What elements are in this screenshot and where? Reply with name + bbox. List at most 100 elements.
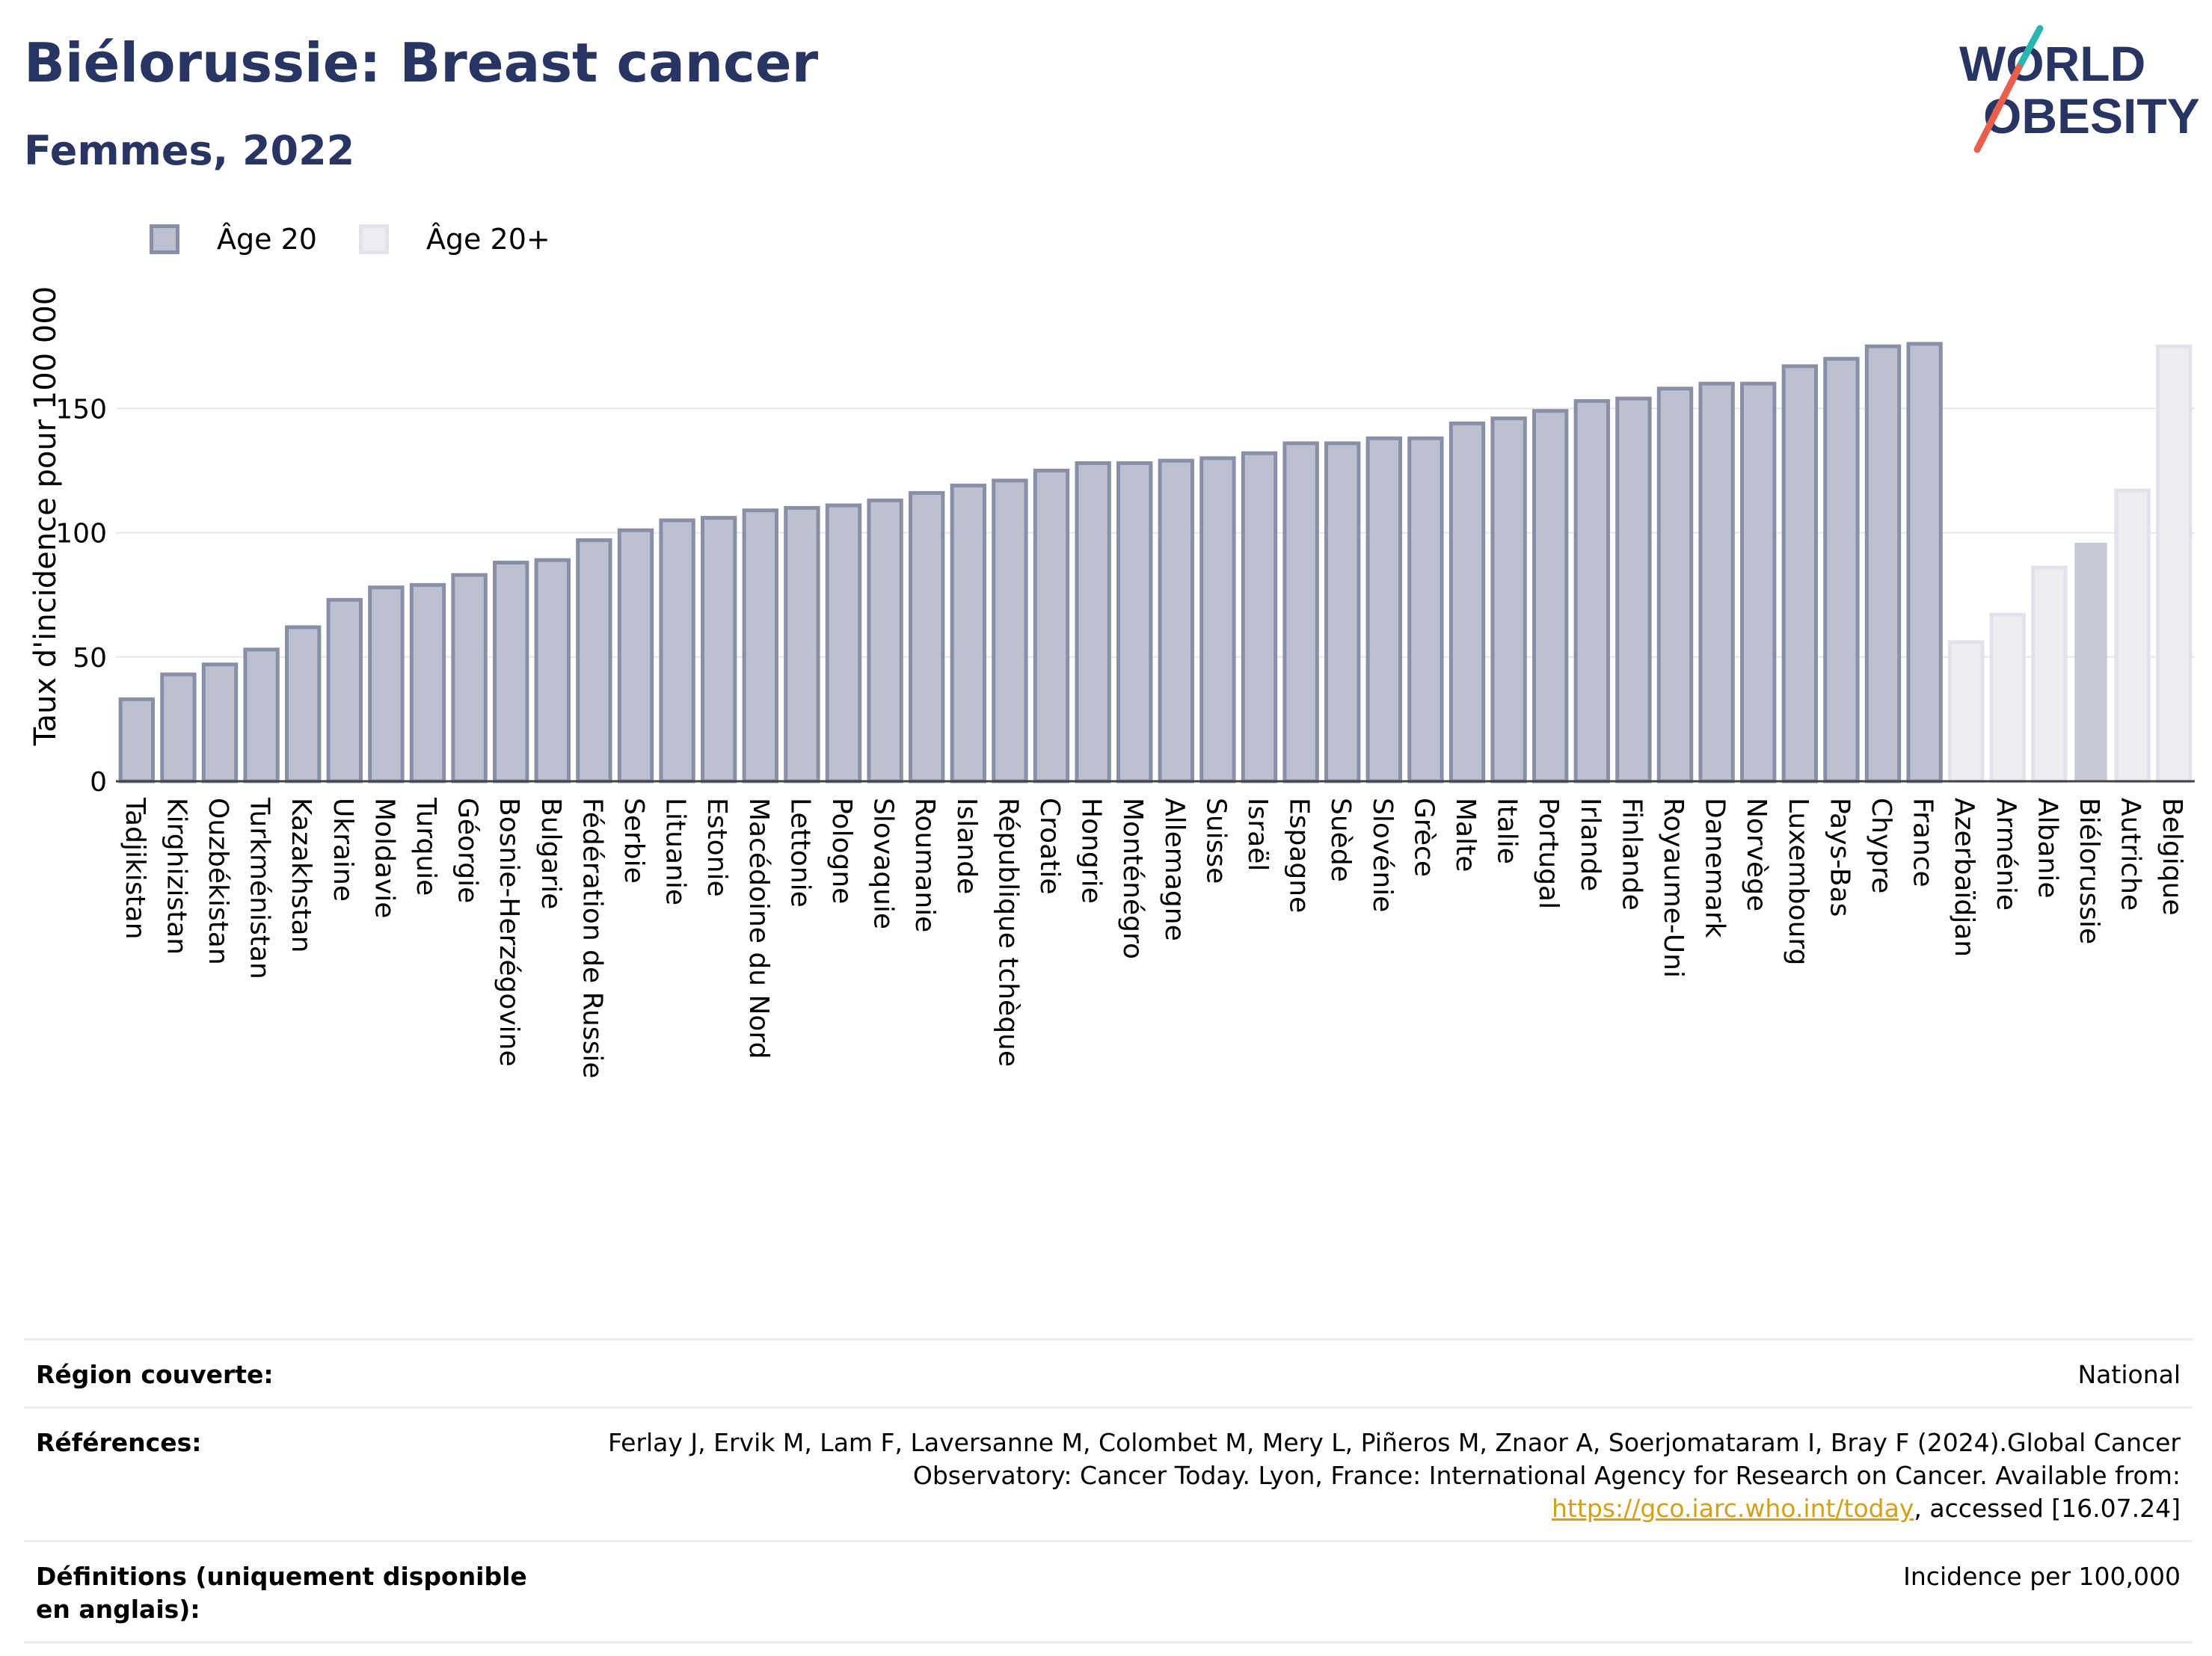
bar-luxembourg: [1781, 364, 1818, 784]
bar-estonie: [701, 516, 737, 784]
bar-suisse: [1199, 456, 1236, 784]
x-tick-label: Lettonie: [784, 798, 815, 908]
x-tick-label: Suisse: [1200, 798, 1231, 884]
axes: 0 50 100 150 Tadjikistan Kirghizistan Ouzbékis…: [55, 394, 2195, 1078]
bar-belgique: [2156, 344, 2193, 784]
bar-arm-nie: [1989, 612, 2026, 784]
footer-row-definitions: Définitions (uniquement disponible en an…: [24, 1540, 2193, 1643]
x-tick-label: Fédération de Russie: [577, 798, 607, 1078]
bar-ukraine: [326, 597, 363, 784]
bar-tadjikistan: [118, 697, 155, 784]
bar-france: [1906, 342, 1943, 784]
bar-moldavie: [368, 585, 405, 784]
x-tick-label: Hongrie: [1076, 798, 1107, 904]
y-tick-label: 150: [55, 394, 107, 425]
bar-su-de: [1324, 441, 1361, 784]
bars: [118, 342, 2193, 784]
x-tick-label: Grèce: [1408, 798, 1439, 877]
x-tick-label: Kirghizistan: [161, 798, 191, 955]
y-tick-label: 50: [73, 643, 107, 674]
bar-malte: [1448, 421, 1486, 784]
footer-row-references: Références: Ferlay J, Ervik M, Lam F, La…: [24, 1406, 2193, 1540]
footer-table: Région couverte: National Références: Fe…: [24, 1338, 2193, 1643]
chart-title: Biélorussie: Breast cancer: [24, 31, 819, 94]
bar-autriche: [2114, 488, 2151, 784]
legend-swatch-age20plus: [358, 224, 389, 254]
bar-portugal: [1532, 409, 1569, 784]
x-tick-label: Danemark: [1700, 798, 1730, 938]
bar-bosnie-herz-govine: [493, 560, 529, 784]
y-axis-label: Taux d'incidence pour 100 000: [28, 286, 63, 746]
x-tick-label: Estonie: [701, 798, 732, 897]
bar-lituanie: [659, 518, 695, 784]
bar-espagne: [1282, 441, 1319, 784]
x-tick-label: Serbie: [618, 798, 649, 884]
bar-hongrie: [1075, 461, 1111, 784]
x-tick-label: Autriche: [2116, 798, 2146, 911]
bar-azerba-djan: [1948, 640, 1985, 784]
region-value: National: [2077, 1360, 2181, 1389]
bar-ouzb-kistan: [201, 662, 239, 784]
legend-label-age20plus: Âge 20+: [425, 223, 550, 256]
x-tick-label: Croatie: [1034, 798, 1065, 895]
x-tick-label: Royaume-Uni: [1658, 798, 1689, 978]
bar-bulgarie: [534, 558, 571, 784]
x-tick-label: Turkménistan: [245, 797, 275, 979]
bar-slovaquie: [867, 498, 903, 784]
bar-roumanie: [909, 490, 945, 784]
references-label: Références:: [36, 1428, 202, 1457]
x-tick-label: Macédoine du Nord: [743, 798, 774, 1059]
x-tick-label: Albanie: [2032, 798, 2062, 899]
logo-line2: OBESITY: [1983, 88, 2199, 144]
bar-italie: [1490, 416, 1527, 784]
x-tick-label: Bosnie-Herzégovine: [494, 798, 524, 1067]
references-value: Ferlay J, Ervik M, Lam F, Laversanne M, …: [573, 1426, 2181, 1525]
x-tick-label: Espagne: [1284, 798, 1315, 913]
x-tick-label: Allemagne: [1159, 798, 1190, 941]
bar-lettonie: [784, 505, 820, 784]
bar-serbie: [617, 528, 654, 784]
bar-kirghizistan: [160, 672, 197, 784]
bar-f-d-ration-de-russie: [576, 538, 612, 784]
bar-danemark: [1698, 381, 1735, 784]
x-tick-label: Arménie: [1991, 798, 2021, 911]
x-tick-label: Pays-Bas: [1824, 798, 1855, 917]
x-tick-label: Israël: [1242, 798, 1273, 871]
legend-label-age20: Âge 20: [217, 223, 317, 256]
x-tick-label: Italie: [1492, 798, 1523, 864]
bar-g-orgie: [451, 573, 488, 784]
x-tick-label: Finlande: [1616, 798, 1647, 911]
references-text: Ferlay J, Ervik M, Lam F, Laversanne M, …: [607, 1428, 2181, 1490]
region-label: Région couverte:: [36, 1360, 274, 1389]
bar-kazakhstan: [285, 625, 322, 784]
bar-irlande: [1573, 398, 1610, 784]
bar-turquie: [409, 582, 446, 784]
x-tick-label: Moldavie: [369, 798, 399, 918]
y-tick-label: 0: [90, 767, 107, 798]
x-tick-label: Lituanie: [660, 798, 691, 905]
references-link[interactable]: https://gco.iarc.who.int/today: [1552, 1494, 1914, 1523]
world-obesity-logo: WORLD OBESITY: [1959, 25, 2199, 153]
bar-chart: 0 50 100 150 Tadjikistan Kirghizistan Ouzbékis…: [28, 286, 2195, 1078]
bar-royaume-uni: [1656, 387, 1694, 784]
y-tick-label: 100: [55, 519, 107, 550]
x-tick-label: Luxembourg: [1783, 798, 1813, 965]
logo-slash-bottom: [1973, 64, 2023, 153]
bar-slov-nie: [1365, 436, 1402, 784]
x-tick-label: Belgique: [2157, 798, 2187, 916]
definitions-value: Incidence per 100,000: [1903, 1562, 2181, 1591]
x-tick-label: Islande: [951, 798, 982, 894]
x-tick-label: Géorgie: [452, 798, 483, 903]
bar-mont-n-gro: [1116, 461, 1153, 784]
logo-slash-top: [2015, 25, 2044, 71]
bar-gr-ce: [1407, 436, 1444, 784]
x-tick-label: Tadjikistan: [120, 797, 150, 940]
x-tick-label: Ukraine: [328, 798, 358, 902]
definitions-label: Définitions (uniquement disponible en an…: [36, 1562, 527, 1624]
footer-row-region: Région couverte: National: [24, 1338, 2193, 1406]
bar-mac-doine-du-nord: [742, 508, 778, 784]
x-tick-label: Slovénie: [1367, 798, 1398, 912]
x-tick-label: République tchèque: [992, 798, 1023, 1067]
chart-legend: Âge 20 Âge 20+: [150, 223, 592, 256]
x-tick-label: Portugal: [1533, 798, 1564, 909]
